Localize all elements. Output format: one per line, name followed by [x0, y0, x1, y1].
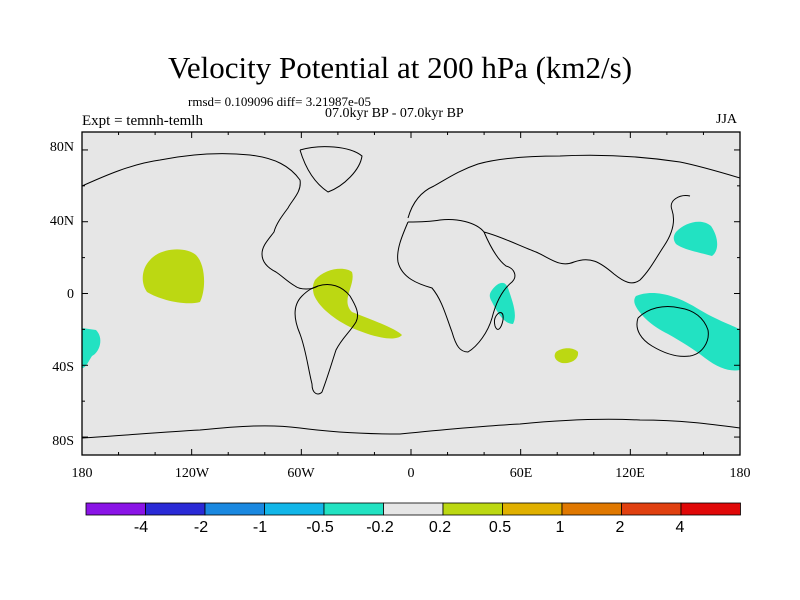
colorbar-swatch — [383, 502, 444, 516]
lat-tick-label: 0 — [67, 287, 74, 302]
period-label: 07.0kyr BP - 07.0kyr BP — [325, 106, 464, 121]
northwest-pacific-negative-region — [673, 221, 718, 256]
africa-coast — [397, 219, 516, 353]
colorbar-swatch — [502, 502, 563, 516]
map-title: Velocity Potential at 200 hPa (km2/s) — [167, 50, 633, 85]
indian-ocean-positive-region — [554, 348, 579, 364]
colorbar-swatch — [621, 502, 682, 516]
lon-tick-label: 120E — [615, 466, 645, 481]
lon-tick-label: 60W — [287, 466, 315, 481]
asia-coast — [483, 195, 691, 284]
colorbar-label: 2 — [615, 519, 625, 536]
australia-coast — [636, 305, 709, 357]
antarctica-coast — [82, 418, 740, 439]
colorbar-swatch — [204, 502, 265, 516]
stats-text: rmsd= 0.109096 diff= 3.21987e-05 — [188, 94, 372, 109]
colorbar — [85, 502, 741, 516]
colorbar-label: -4 — [133, 519, 149, 536]
colorbar-label: 0.2 — [428, 519, 452, 536]
lat-tick-label: 40N — [49, 214, 74, 229]
greenland-coast — [299, 146, 363, 193]
coastlines — [82, 146, 740, 439]
australia-negative-region — [634, 292, 740, 371]
colorbar-label: -2 — [193, 519, 209, 536]
north-america-coast — [82, 153, 319, 290]
colorbar-swatch — [145, 502, 206, 516]
colorbar-swatch — [442, 502, 503, 516]
colorbar-swatch — [85, 502, 146, 516]
axis-ticks — [81, 132, 741, 455]
colorbar-label: 0.5 — [488, 519, 512, 536]
colorbar-label: -1 — [252, 519, 268, 536]
south-pacific-negative-region — [82, 328, 101, 368]
east-africa-negative-region — [489, 282, 515, 324]
lon-tick-label: 180 — [71, 466, 93, 481]
colorbar-label: -0.5 — [306, 519, 334, 536]
colorbar-swatch — [680, 502, 741, 516]
lon-tick-label: 120W — [174, 466, 210, 481]
east-pacific-positive-region — [142, 249, 205, 304]
experiment-label: Expt = temnh-temlh — [82, 113, 203, 129]
europe-coast — [407, 154, 740, 219]
lat-tick-label: 80N — [49, 140, 74, 155]
south-america-coast — [294, 283, 359, 395]
madagascar-coast — [493, 312, 504, 330]
colorbar-label: -0.2 — [366, 519, 394, 536]
lon-tick-label: 180 — [729, 466, 751, 481]
colorbar-swatch — [264, 502, 325, 516]
colorbar-swatch — [323, 502, 384, 516]
lat-tick-label: 40S — [52, 360, 74, 375]
colorbar-swatch — [561, 502, 622, 516]
colorbar-label: 1 — [555, 519, 565, 536]
lon-tick-label: 0 — [407, 466, 415, 481]
lon-tick-label: 60E — [509, 466, 533, 481]
lat-tick-label: 80S — [52, 434, 74, 449]
colorbar-label: 4 — [675, 519, 685, 536]
season-label: JJA — [716, 112, 738, 127]
